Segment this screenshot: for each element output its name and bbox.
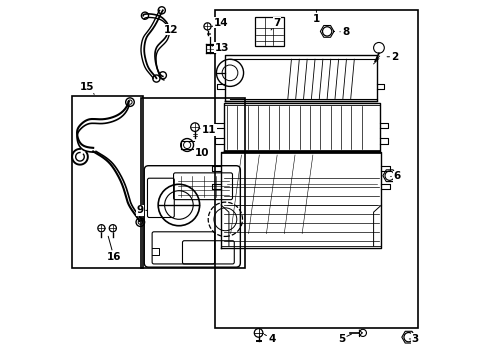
Text: 4: 4 (265, 334, 275, 344)
Text: 5: 5 (338, 334, 351, 344)
Text: 2: 2 (387, 52, 399, 62)
Text: 11: 11 (199, 125, 217, 135)
Text: 7: 7 (271, 18, 281, 30)
Text: 15: 15 (80, 82, 95, 94)
Text: 6: 6 (391, 171, 400, 181)
Bar (255, 17, 284, 46)
Bar (72, 96, 143, 267)
Text: 13: 13 (212, 43, 229, 53)
Bar (215, 10, 418, 328)
Text: 3: 3 (409, 334, 418, 344)
Text: 8: 8 (340, 27, 349, 37)
Text: 12: 12 (164, 25, 178, 35)
Text: 16: 16 (107, 236, 121, 262)
Text: 9: 9 (137, 205, 147, 215)
Text: 1: 1 (313, 10, 320, 24)
Bar (206, 45, 214, 52)
Text: 10: 10 (192, 148, 209, 158)
Bar (142, 98, 245, 267)
Text: 14: 14 (212, 18, 228, 28)
